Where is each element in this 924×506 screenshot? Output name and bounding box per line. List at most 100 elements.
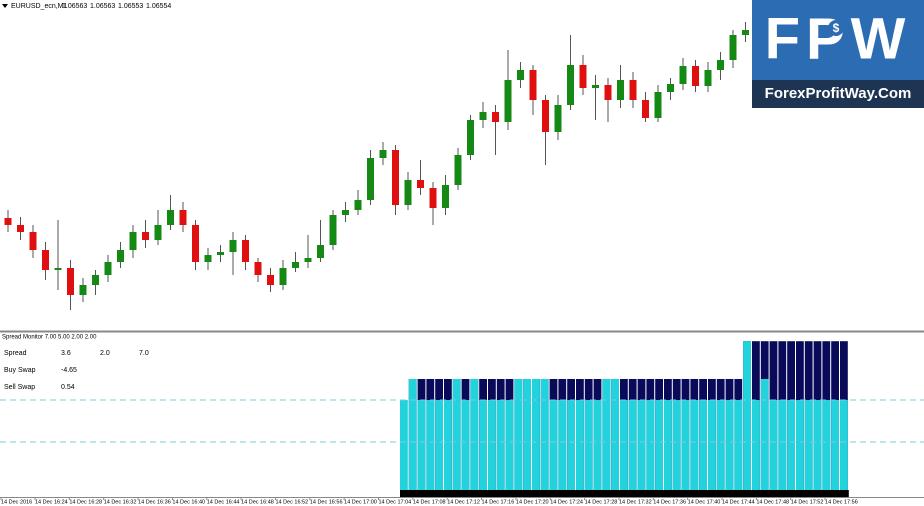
time-label: 14 Dec 17:40 — [688, 499, 721, 505]
candle-body — [629, 80, 637, 100]
indicator-bar — [620, 400, 628, 490]
logo-top — [752, 0, 924, 80]
indicator-bar — [400, 400, 408, 490]
candle-body — [504, 80, 512, 122]
candle-body — [292, 262, 299, 268]
time-label: 14 Dec 17:36 — [653, 499, 686, 505]
time-label: 14 Dec 17:16 — [482, 499, 515, 505]
price-panel — [4, 22, 749, 310]
indicator-bar — [505, 400, 514, 490]
candle-body — [517, 70, 524, 80]
candle-body — [567, 65, 574, 105]
time-label: 14 Dec 17:44 — [722, 499, 755, 505]
stat-label: Spread — [4, 350, 27, 357]
time-label: 14 Dec 16:44 — [207, 499, 240, 505]
candle-body — [342, 210, 349, 215]
indicator-bar — [426, 400, 435, 490]
candle-body — [717, 60, 724, 70]
indicator-bar — [655, 400, 663, 490]
menu-arrow[interactable] — [2, 4, 8, 8]
candle-body — [229, 240, 237, 252]
time-label: 14 Dec 17:32 — [619, 499, 652, 505]
ohlc-value: 1.06554 — [146, 3, 171, 10]
candle-body — [392, 150, 399, 205]
indicator-bar — [664, 400, 672, 490]
indicator-panel: Spread Monitor 7.00 5.00 2.00 2.00 Spread… — [0, 335, 924, 497]
indicator-bar — [602, 379, 611, 490]
candle-body — [679, 66, 687, 84]
indicator-strip — [400, 490, 849, 497]
indicator-bar — [637, 400, 646, 490]
indicator-bar — [540, 379, 549, 490]
time-axis: 14 Dec 2016 14 Dec 16:24 14 Dec 16:28 14 De… — [0, 497, 858, 505]
logo-site: ForexProfitWay.Com — [765, 85, 912, 102]
candle-body — [454, 155, 462, 185]
time-label: 14 Dec 16:48 — [241, 499, 274, 505]
indicator-bar — [813, 400, 822, 490]
candle-body — [367, 158, 374, 200]
indicator-title: Spread Monitor 7.00 5.00 2.00 2.00 — [2, 335, 97, 341]
time-label: 14 Dec 16:52 — [275, 499, 308, 505]
indicator-bar — [558, 400, 567, 490]
indicator-bar — [725, 400, 734, 490]
indicator-bar — [672, 400, 681, 490]
indicator-bar — [479, 400, 487, 490]
logo-bottom — [752, 80, 924, 108]
indicator-bar — [690, 400, 699, 490]
indicator-bar — [681, 400, 690, 490]
indicator-bar — [470, 379, 479, 490]
time-label: 14 Dec 17:00 — [344, 499, 377, 505]
time-label: 14 Dec 16:56 — [310, 499, 343, 505]
time-label: 14 Dec 2016 — [1, 499, 32, 505]
time-label: 14 Dec 17:08 — [413, 499, 446, 505]
ohlc-value: 1.06563 — [62, 3, 87, 10]
time-label: 14 Dec 16:40 — [172, 499, 205, 505]
candle-body — [354, 200, 362, 210]
indicator-bar — [752, 400, 760, 490]
logo-text: FPW — [765, 6, 912, 71]
time-label: 14 Dec 17:12 — [447, 499, 480, 505]
stat-value: 3.6 — [61, 350, 71, 357]
time-label: 14 Dec 17:20 — [516, 499, 549, 505]
candle-body — [254, 262, 262, 275]
candle-body — [642, 100, 649, 118]
candle-body — [117, 250, 124, 262]
indicator-bar — [787, 400, 795, 490]
candle-body — [179, 210, 187, 225]
indicator-bar — [408, 379, 417, 490]
candle-body — [529, 70, 537, 100]
candle-body — [667, 84, 674, 92]
stat-value: 7.0 — [139, 350, 149, 357]
candle-body — [579, 65, 587, 88]
candle-body — [742, 30, 749, 35]
candle-body — [592, 85, 599, 88]
indicator-bar — [734, 400, 743, 490]
candle-body — [492, 112, 499, 122]
candle-body — [154, 225, 162, 240]
indicator-bar — [708, 400, 716, 490]
candle-body — [404, 180, 412, 205]
candle-body — [142, 232, 149, 240]
indicator-bar — [488, 400, 496, 490]
stat-label: Buy Swap — [4, 367, 36, 374]
candle-body — [242, 240, 249, 262]
candle-body — [279, 268, 287, 285]
ohlc-value: 1.06553 — [118, 3, 143, 10]
time-label: 14 Dec 16:32 — [104, 499, 137, 505]
time-label: 14 Dec 17:56 — [825, 499, 858, 505]
time-label: 14 Dec 17:48 — [756, 499, 789, 505]
candle-body — [17, 225, 24, 232]
time-label: 14 Dec 17:24 — [550, 499, 583, 505]
time-label: 14 Dec 17:52 — [791, 499, 824, 505]
indicator-bar — [584, 400, 593, 490]
candle-body — [167, 210, 174, 225]
indicator-bar — [611, 379, 619, 490]
time-label: 14 Dec 16:36 — [138, 499, 171, 505]
indicator-bar — [593, 400, 602, 490]
candle-body — [29, 232, 37, 250]
indicator-bar — [628, 400, 637, 490]
indicator-bar — [549, 400, 558, 490]
indicator-bar — [769, 400, 778, 490]
candle-body — [604, 85, 612, 100]
indicator-bar — [778, 400, 787, 490]
